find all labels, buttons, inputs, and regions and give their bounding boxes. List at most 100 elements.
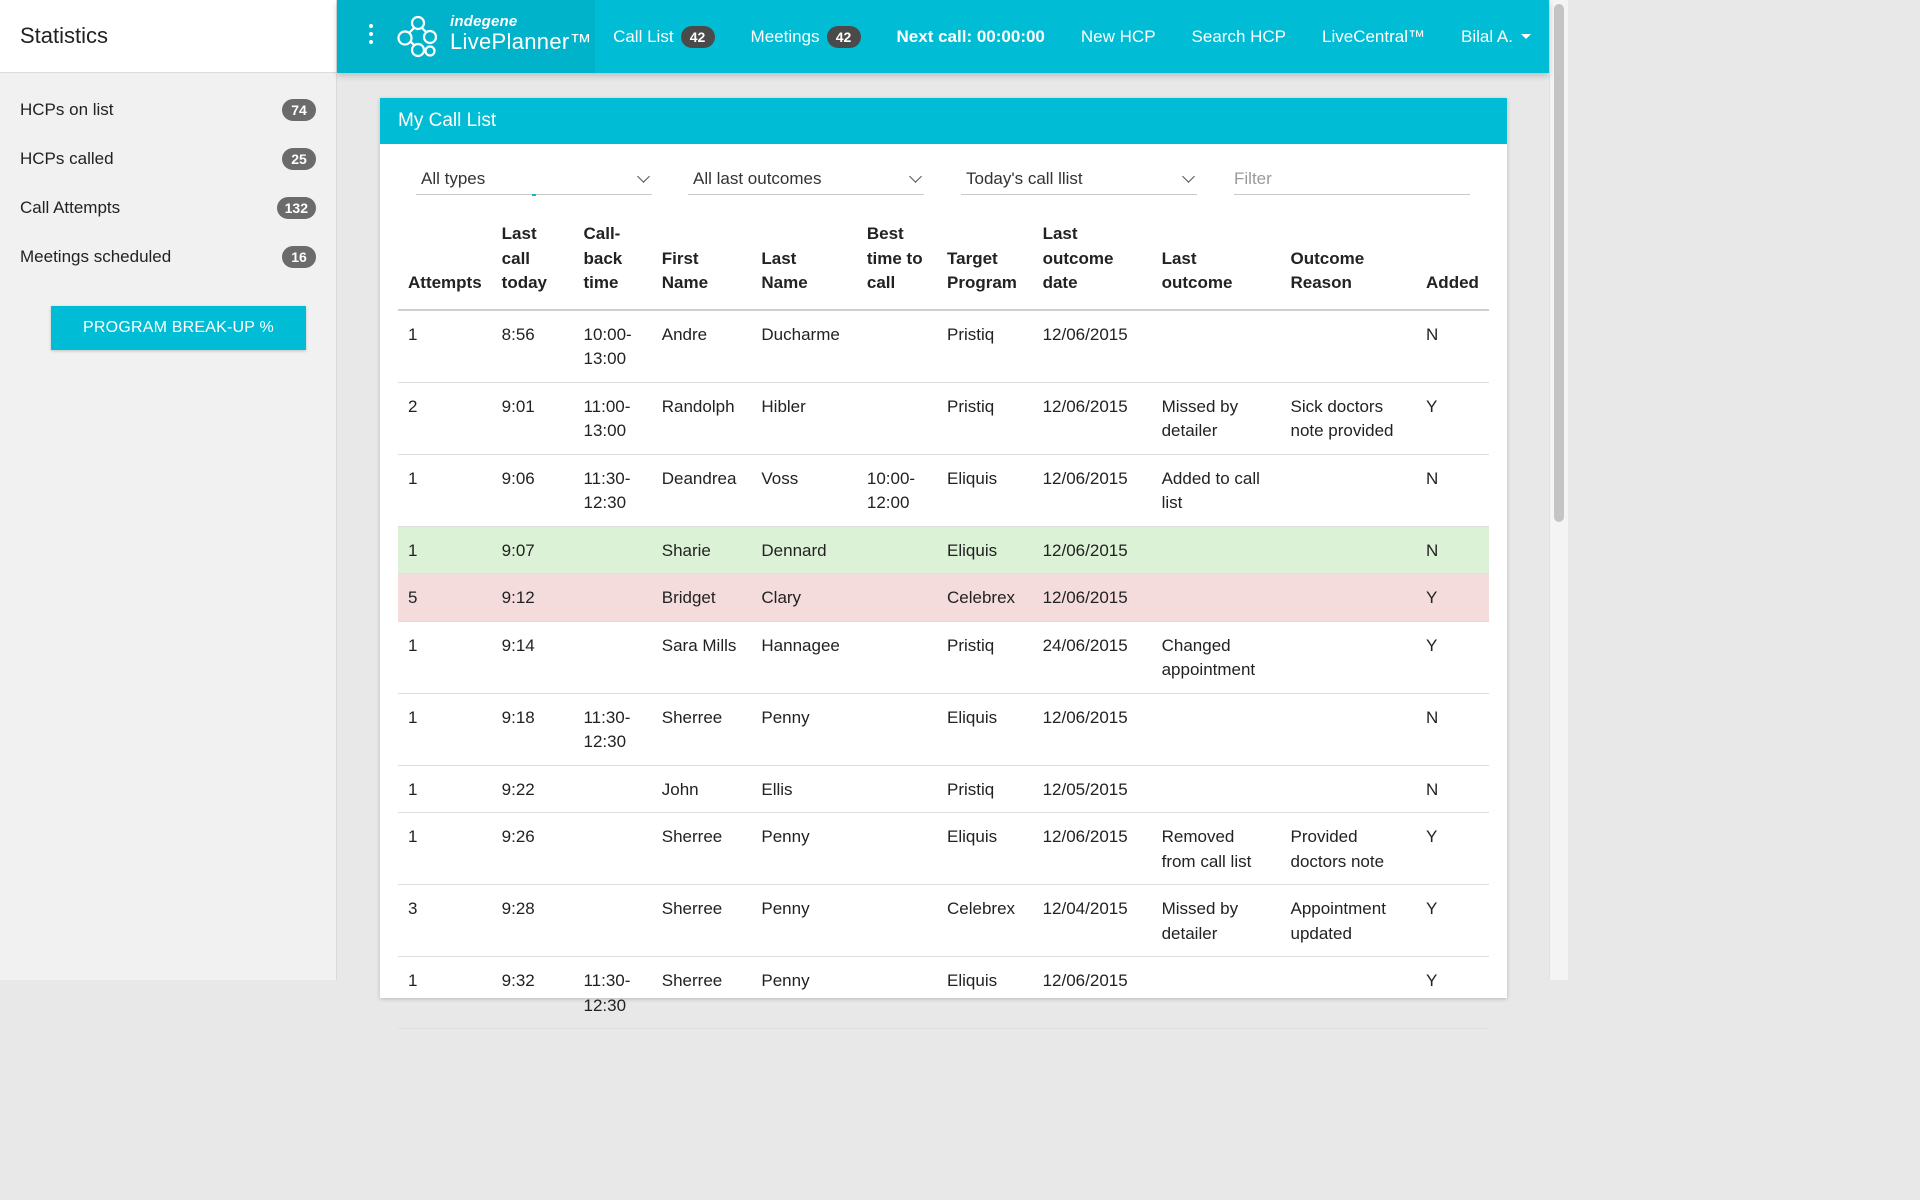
column-header[interactable]: Last call today	[491, 222, 574, 311]
nav-call-list[interactable]: Call List 42	[613, 25, 715, 48]
table-cell: 9:26	[491, 812, 574, 885]
page-scrollbar[interactable]	[1549, 0, 1568, 980]
table-cell: 11:30- 12:30	[573, 454, 652, 527]
table-row[interactable]: 2 9:01 11:00- 13:00 Randolph Hibler Pristiq 12/…	[398, 382, 1489, 455]
table-row[interactable]: 1 9:07 Sharie Dennard Eliquis 12/06/2015 N	[398, 526, 1489, 574]
column-header[interactable]: Attempts	[398, 222, 492, 311]
column-header[interactable]: Best time to call	[856, 222, 938, 311]
type-select[interactable]: All types	[416, 164, 652, 196]
stat-item-hcps-on-list: HCPs on list 74	[0, 85, 336, 134]
table-row[interactable]: 1 8:56 10:00- 13:00 Andre Ducharme Pristiq 12/0…	[398, 309, 1489, 383]
table-cell: N	[1416, 526, 1489, 574]
nav-search-hcp[interactable]: Search HCP	[1191, 26, 1287, 46]
table-cell	[1280, 693, 1417, 766]
table-cell: Celebrex	[937, 573, 1033, 622]
table-row[interactable]: 5 9:12 Bridget Clary Celebrex 12/06/2015 Y	[398, 573, 1489, 622]
table-cell: 11:00- 13:00	[573, 382, 652, 455]
table-row[interactable]: 1 9:06 11:30- 12:30 Deandrea Voss 10:00- 12:00 E…	[398, 454, 1489, 527]
table-cell: 11:30- 12:30	[573, 956, 652, 1029]
table-row[interactable]: 1 9:32 11:30- 12:30 Sherree Penny Eliquis 12/06…	[398, 956, 1489, 1029]
column-header[interactable]: Last outcome	[1151, 222, 1281, 311]
chevron-down-icon	[637, 170, 650, 183]
next-call-timer[interactable]: Next call: 00:00:00	[896, 26, 1045, 46]
table-cell: Sherree	[651, 956, 752, 1029]
table-cell: Penny	[751, 693, 857, 766]
call-list-table: Attempts Last call today Call-back time First N…	[398, 222, 1489, 1029]
table-row[interactable]: 1 9:18 11:30- 12:30 Sherree Penny Eliquis 12/06…	[398, 693, 1489, 766]
table-cell	[573, 621, 652, 694]
caret-down-icon	[1521, 34, 1531, 39]
outcome-select[interactable]: All last outcomes	[688, 164, 924, 195]
table-cell	[1151, 956, 1281, 1029]
stat-item-meetings-scheduled: Meetings scheduled 16	[0, 232, 336, 281]
app-root: Statistics HCPs on list 74 HCPs called 2…	[0, 0, 1568, 1029]
table-cell: 12/04/2015	[1032, 884, 1152, 957]
brand-text: indegene LivePlanner™	[450, 13, 592, 55]
nav-livecentral[interactable]: LiveCentral™	[1322, 26, 1426, 46]
table-row[interactable]: 1 9:14 Sara Mills Hannagee Pristiq 24/06/2015…	[398, 621, 1489, 694]
table-cell: 9:32	[491, 956, 574, 1029]
table-cell: Eliquis	[937, 956, 1033, 1029]
table-cell: 24/06/2015	[1032, 621, 1152, 694]
table-cell: 10:00- 12:00	[856, 454, 938, 527]
table-cell: Eliquis	[937, 693, 1033, 766]
sidebar-title: Statistics	[0, 0, 336, 73]
stat-count-badge: 16	[282, 245, 316, 268]
table-cell: Sherree	[651, 693, 752, 766]
meetings-count-badge: 42	[826, 25, 861, 48]
table-cell	[1151, 309, 1281, 383]
table-cell: 9:07	[491, 526, 574, 574]
table-cell: 12/06/2015	[1032, 309, 1152, 383]
product-name: LivePlanner™	[450, 29, 592, 54]
scrollbar-thumb[interactable]	[1554, 4, 1564, 522]
table-cell	[1280, 956, 1417, 1029]
column-header[interactable]: Added	[1416, 222, 1489, 311]
nav-new-hcp[interactable]: New HCP	[1080, 26, 1156, 46]
table-cell: Hibler	[751, 382, 857, 455]
filter-input[interactable]	[1234, 164, 1470, 195]
column-header[interactable]: Last outcome date	[1032, 222, 1152, 311]
table-row[interactable]: 1 9:22 John Ellis Pristiq 12/05/2015 N	[398, 765, 1489, 813]
table-cell: Voss	[751, 454, 857, 527]
table-cell: Pristiq	[937, 382, 1033, 455]
table-cell: Sick doctors note provided	[1280, 382, 1417, 455]
call-list-select[interactable]: Today's call llist	[961, 164, 1197, 195]
table-cell: Penny	[751, 812, 857, 885]
column-header[interactable]: Last Name	[751, 222, 857, 311]
user-name: Bilal A.	[1461, 26, 1513, 46]
stat-count-badge: 132	[276, 196, 316, 219]
table-cell: Added to call list	[1151, 454, 1281, 527]
table-row[interactable]: 1 9:26 Sherree Penny Eliquis 12/06/2015 Remove…	[398, 812, 1489, 885]
table-cell: Y	[1416, 382, 1489, 455]
table-cell: Penny	[751, 956, 857, 1029]
column-header[interactable]: Target Program	[937, 222, 1033, 311]
program-breakup-button[interactable]: PROGRAM BREAK-UP %	[51, 306, 306, 350]
table-cell: 1	[398, 693, 492, 766]
call-list-count-badge: 42	[680, 25, 715, 48]
molecule-logo-icon	[397, 15, 438, 58]
table-cell: 5	[398, 573, 492, 622]
stat-list: HCPs on list 74 HCPs called 25 Call Atte…	[0, 73, 336, 281]
table-cell: Hannagee	[751, 621, 857, 694]
user-menu[interactable]: Bilal A.	[1461, 27, 1531, 47]
column-header[interactable]: Call-back time	[573, 222, 652, 311]
table-cell: 12/06/2015	[1032, 693, 1152, 766]
table-cell: 12/06/2015	[1032, 956, 1152, 1029]
table-cell: N	[1416, 309, 1489, 383]
kebab-menu-icon[interactable]	[366, 24, 376, 48]
table-cell: 1	[398, 765, 492, 813]
outcome-select-value: All last outcomes	[693, 169, 822, 188]
table-row[interactable]: 3 9:28 Sherree Penny Celebrex 12/04/2015 Misse…	[398, 884, 1489, 957]
table-cell: Eliquis	[937, 812, 1033, 885]
table-cell: Y	[1416, 621, 1489, 694]
column-header[interactable]: Outcome Reason	[1280, 222, 1417, 311]
column-header[interactable]: First Name	[651, 222, 752, 311]
table-cell: Missed by detailer	[1151, 884, 1281, 957]
stat-item-hcps-called: HCPs called 25	[0, 134, 336, 183]
nav-meetings[interactable]: Meetings 42	[751, 25, 861, 48]
table-cell: 12/06/2015	[1032, 812, 1152, 885]
table-cell	[1151, 693, 1281, 766]
main-nav: Call List 42 Meetings 42 Next call: 00:0…	[595, 0, 1549, 73]
stat-label: Call Attempts	[20, 197, 121, 217]
nav-call-list-label: Call List	[613, 26, 674, 46]
